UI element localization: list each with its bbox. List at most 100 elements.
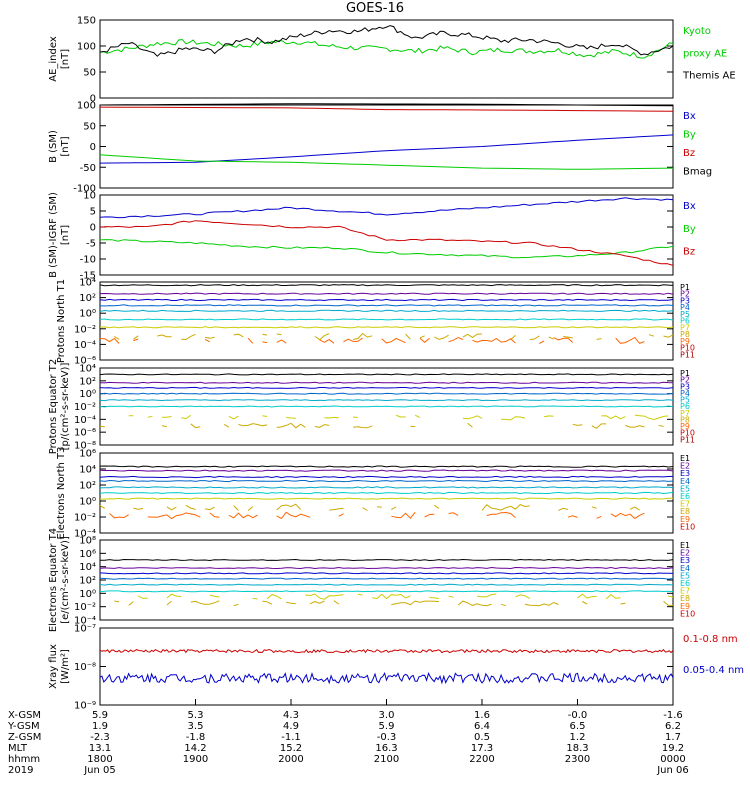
y-tick-label: 10⁰	[79, 497, 96, 508]
y-tick-label: 10⁻⁸	[74, 441, 96, 452]
legend-label: E2	[680, 462, 690, 471]
chart-title: GOES-16	[345, 1, 404, 16]
xray-line-1	[99, 671, 674, 685]
legend-label: E3	[680, 469, 690, 478]
y-tick-label: 10⁻²	[74, 324, 96, 335]
series-line-0	[99, 197, 674, 219]
legend-label: Bz	[683, 247, 695, 258]
y-tick-label: 10⁻⁷	[74, 624, 96, 635]
flux-line-5	[99, 491, 674, 495]
y-tick-label: 0	[90, 94, 96, 105]
y-tick-label: 50	[83, 68, 96, 79]
legend-label: E10	[680, 609, 695, 618]
y-tick-label: 100	[77, 42, 96, 53]
panel-frame	[99, 539, 674, 621]
axis-value: 4.3	[283, 710, 299, 721]
legend-label: Bx	[683, 201, 696, 212]
legend-label: P5	[680, 310, 690, 319]
legend-label: P1	[680, 369, 690, 378]
axis-value: 0000	[660, 754, 685, 765]
axis-value: 1.7	[665, 732, 681, 743]
y-tick-label: -10	[80, 255, 96, 266]
axis-value: -2.3	[90, 732, 110, 743]
axis-value: 2300	[565, 754, 590, 765]
axis-value: Jun 06	[656, 765, 689, 776]
axis-value: 2100	[374, 754, 399, 765]
axis-value: 0.5	[474, 732, 490, 743]
flux-line-8	[110, 512, 669, 518]
series-line-0	[99, 39, 674, 59]
y-axis-label: Electrons North T3	[56, 446, 67, 539]
y-tick-label: 10²	[79, 376, 96, 387]
axis-value: 14.2	[184, 743, 206, 754]
y-axis-unit: [p/(cm²-s-sr-keV)]	[60, 363, 71, 451]
legend-label: E5	[680, 571, 690, 580]
y-tick-label: 10⁰	[79, 589, 96, 600]
legend-label: E10	[680, 522, 695, 531]
y-tick-label: 10⁰	[79, 389, 96, 400]
y-axis-unit: [nT]	[60, 225, 71, 245]
axis-value: 4.9	[283, 721, 299, 732]
legend-label: Kyoto	[683, 26, 711, 37]
legend-label: Themis AE	[682, 71, 736, 82]
legend-label: E8	[680, 594, 690, 603]
y-tick-label: -5	[86, 239, 96, 250]
axis-value: 1.2	[570, 732, 586, 743]
y-tick-label: 10⁻⁶	[74, 428, 96, 439]
legend-label: P7	[680, 323, 690, 332]
y-tick-label: 50	[83, 121, 96, 132]
axis-value: 13.1	[89, 743, 111, 754]
axis-value: 17.3	[471, 743, 493, 754]
y-tick-label: 10⁸	[79, 536, 96, 547]
flux-line-6	[100, 497, 673, 500]
y-axis-unit: [nT]	[60, 136, 71, 156]
y-tick-label: 10⁶	[79, 449, 96, 460]
y-tick-label: 10⁴	[79, 364, 96, 375]
flux-line-0	[99, 558, 674, 562]
legend-label: By	[683, 224, 696, 235]
axis-value: 6.4	[474, 721, 490, 732]
axis-value: 1800	[87, 754, 112, 765]
axis-value: 2000	[278, 754, 303, 765]
axis-row-label: MLT	[8, 743, 28, 754]
y-tick-label: 10⁻⁶	[74, 356, 96, 367]
flux-line-0	[99, 284, 674, 287]
legend-label: E7	[680, 587, 690, 596]
flux-line-4	[99, 309, 674, 312]
y-tick-label: -50	[80, 163, 96, 174]
legend-label: E1	[680, 541, 690, 550]
flux-line-3	[99, 392, 674, 395]
y-axis-label: AE_index	[48, 36, 59, 82]
panel-frame	[99, 104, 674, 189]
series-line-0	[99, 103, 674, 107]
flux-line-1	[99, 469, 674, 472]
series-line-1	[99, 106, 674, 112]
axis-value: 1.6	[474, 710, 490, 721]
flux-line-8	[100, 338, 673, 344]
legend-label: P6	[680, 402, 690, 411]
axis-value: -1.8	[186, 732, 206, 743]
flux-line-7	[114, 332, 674, 341]
axis-row-label: hhmm	[8, 754, 40, 765]
legend-label: P4	[680, 303, 690, 312]
axis-value: 1.9	[92, 721, 108, 732]
legend-label: P10	[680, 429, 695, 438]
y-tick-label: 10⁴	[79, 562, 96, 573]
y-tick-label: 10⁻²	[74, 402, 96, 413]
y-tick-label: 5	[90, 207, 96, 218]
flux-line-5	[99, 405, 674, 408]
series-line-1	[99, 239, 674, 259]
y-tick-label: 150	[77, 16, 96, 27]
panel-ee: 10⁻⁴ 10⁻² 10⁰ 10² 10⁴ 10⁶ 10⁸ Electrons Equator…	[48, 528, 695, 632]
panel-ae: 0 50 100 150 AE_index [nT] Kyoto proxy AE Themis…	[48, 16, 736, 105]
axis-value: 6.5	[570, 721, 586, 732]
y-tick-label: 10⁰	[79, 309, 96, 320]
flux-line-2	[99, 298, 674, 302]
legend-label: Bx	[683, 111, 696, 122]
flux-line-7	[114, 600, 674, 607]
flux-line-5	[99, 590, 674, 593]
y-axis-unit: [nT]	[60, 49, 71, 69]
legend-label: E2	[680, 549, 690, 558]
legend-label: P3	[680, 382, 690, 391]
